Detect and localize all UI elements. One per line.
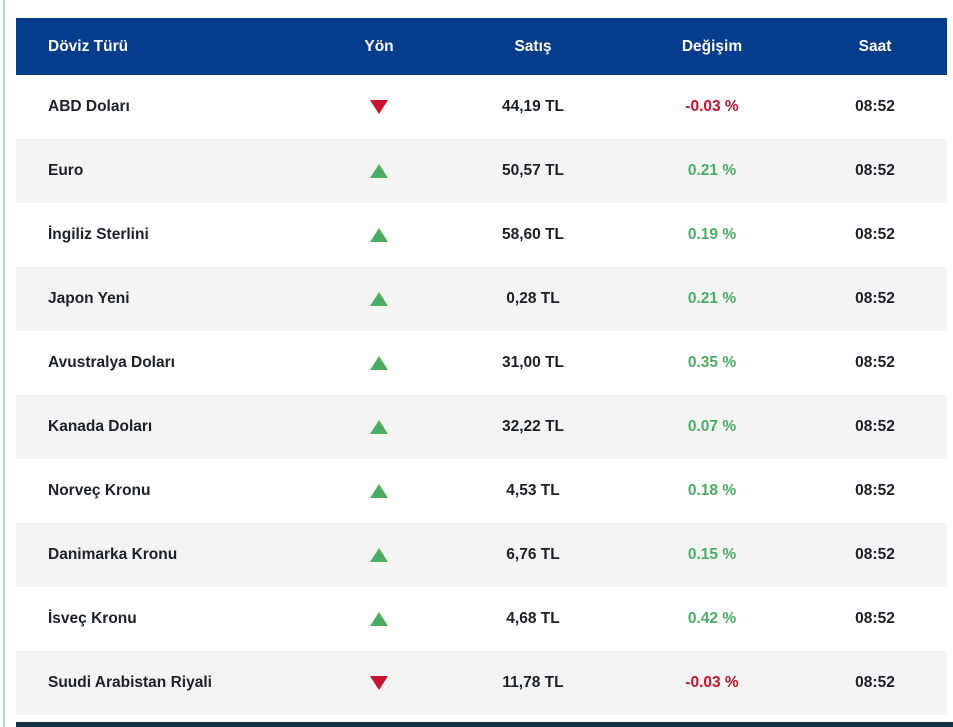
change-percent: 0.18 % (687, 482, 737, 499)
table-row: Avustralya Doları 31,00 TL 0.35 % 08:52 (16, 331, 947, 395)
currency-name: Kanada Doları (48, 418, 153, 435)
up-arrow-icon (370, 484, 388, 498)
change-percent: 0.42 % (687, 610, 737, 627)
change-percent: 0.21 % (687, 162, 737, 179)
currency-name: Avustralya Doları (48, 354, 175, 371)
change-percent: 0.35 % (687, 354, 737, 371)
change-percent: 0.15 % (687, 546, 737, 563)
direction-cell (313, 612, 445, 626)
update-time: 08:52 (855, 546, 895, 563)
header-sell-price: Satış (514, 37, 552, 55)
down-arrow-icon (370, 676, 388, 690)
sell-price: 6,76 TL (506, 546, 560, 563)
sell-price: 4,53 TL (506, 482, 560, 499)
table-body: ABD Doları 44,19 TL -0.03 % 08:52 Euro 5… (16, 75, 947, 715)
currency-name: Suudi Arabistan Riyali (48, 674, 212, 691)
sell-price: 50,57 TL (501, 162, 565, 179)
up-arrow-icon (370, 548, 388, 562)
table-row: Euro 50,57 TL 0.21 % 08:52 (16, 139, 947, 203)
up-arrow-icon (370, 228, 388, 242)
header-change: Değişim (681, 37, 743, 55)
up-arrow-icon (370, 164, 388, 178)
down-arrow-icon (370, 100, 388, 114)
up-arrow-icon (370, 292, 388, 306)
change-percent: 0.19 % (687, 226, 737, 243)
table-row: Suudi Arabistan Riyali 11,78 TL -0.03 % … (16, 651, 947, 715)
sell-price: 0,28 TL (506, 290, 560, 307)
up-arrow-icon (370, 612, 388, 626)
header-currency-type: Döviz Türü (48, 37, 129, 55)
table-header-row: Döviz Türü Yön Satış Değişim Saat (16, 18, 947, 75)
table-row: İngiliz Sterlini 58,60 TL 0.19 % 08:52 (16, 203, 947, 267)
direction-cell (313, 548, 445, 562)
update-time: 08:52 (855, 610, 895, 627)
bottom-section-divider (16, 722, 953, 727)
direction-cell (313, 164, 445, 178)
direction-cell (313, 100, 445, 114)
currency-name: ABD Doları (48, 98, 130, 115)
table-row: İsveç Kronu 4,68 TL 0.42 % 08:52 (16, 587, 947, 651)
table-row: Danimarka Kronu 6,76 TL 0.15 % 08:52 (16, 523, 947, 587)
header-time: Saat (858, 37, 892, 55)
update-time: 08:52 (855, 226, 895, 243)
change-percent: -0.03 % (685, 674, 739, 691)
sell-price: 11,78 TL (502, 674, 564, 691)
direction-cell (313, 228, 445, 242)
currency-name: İsveç Kronu (48, 610, 137, 627)
table-row: Norveç Kronu 4,53 TL 0.18 % 08:52 (16, 459, 947, 523)
up-arrow-icon (370, 420, 388, 434)
direction-cell (313, 292, 445, 306)
currency-rates-table: Döviz Türü Yön Satış Değişim Saat ABD Do… (16, 18, 947, 715)
update-time: 08:52 (855, 98, 895, 115)
sell-price: 58,60 TL (501, 226, 565, 243)
sell-price: 32,22 TL (501, 418, 565, 435)
currency-name: Japon Yeni (48, 290, 130, 307)
update-time: 08:52 (855, 162, 895, 179)
sell-price: 31,00 TL (501, 354, 565, 371)
sell-price: 4,68 TL (506, 610, 560, 627)
table-row: ABD Doları 44,19 TL -0.03 % 08:52 (16, 75, 947, 139)
page-left-accent-line (3, 0, 5, 727)
change-percent: 0.07 % (687, 418, 737, 435)
update-time: 08:52 (855, 674, 895, 691)
update-time: 08:52 (855, 482, 895, 499)
update-time: 08:52 (855, 418, 895, 435)
change-percent: 0.21 % (687, 290, 737, 307)
table-row: Kanada Doları 32,22 TL 0.07 % 08:52 (16, 395, 947, 459)
direction-cell (313, 420, 445, 434)
table-row: Japon Yeni 0,28 TL 0.21 % 08:52 (16, 267, 947, 331)
currency-name: Norveç Kronu (48, 482, 151, 499)
update-time: 08:52 (855, 354, 895, 371)
change-percent: -0.03 % (685, 98, 739, 115)
update-time: 08:52 (855, 290, 895, 307)
currency-name: İngiliz Sterlini (48, 226, 149, 243)
currency-name: Euro (48, 162, 84, 179)
sell-price: 44,19 TL (501, 98, 565, 115)
currency-name: Danimarka Kronu (48, 546, 178, 563)
header-direction: Yön (364, 37, 394, 55)
direction-cell (313, 356, 445, 370)
up-arrow-icon (370, 356, 388, 370)
direction-cell (313, 484, 445, 498)
direction-cell (313, 676, 445, 690)
